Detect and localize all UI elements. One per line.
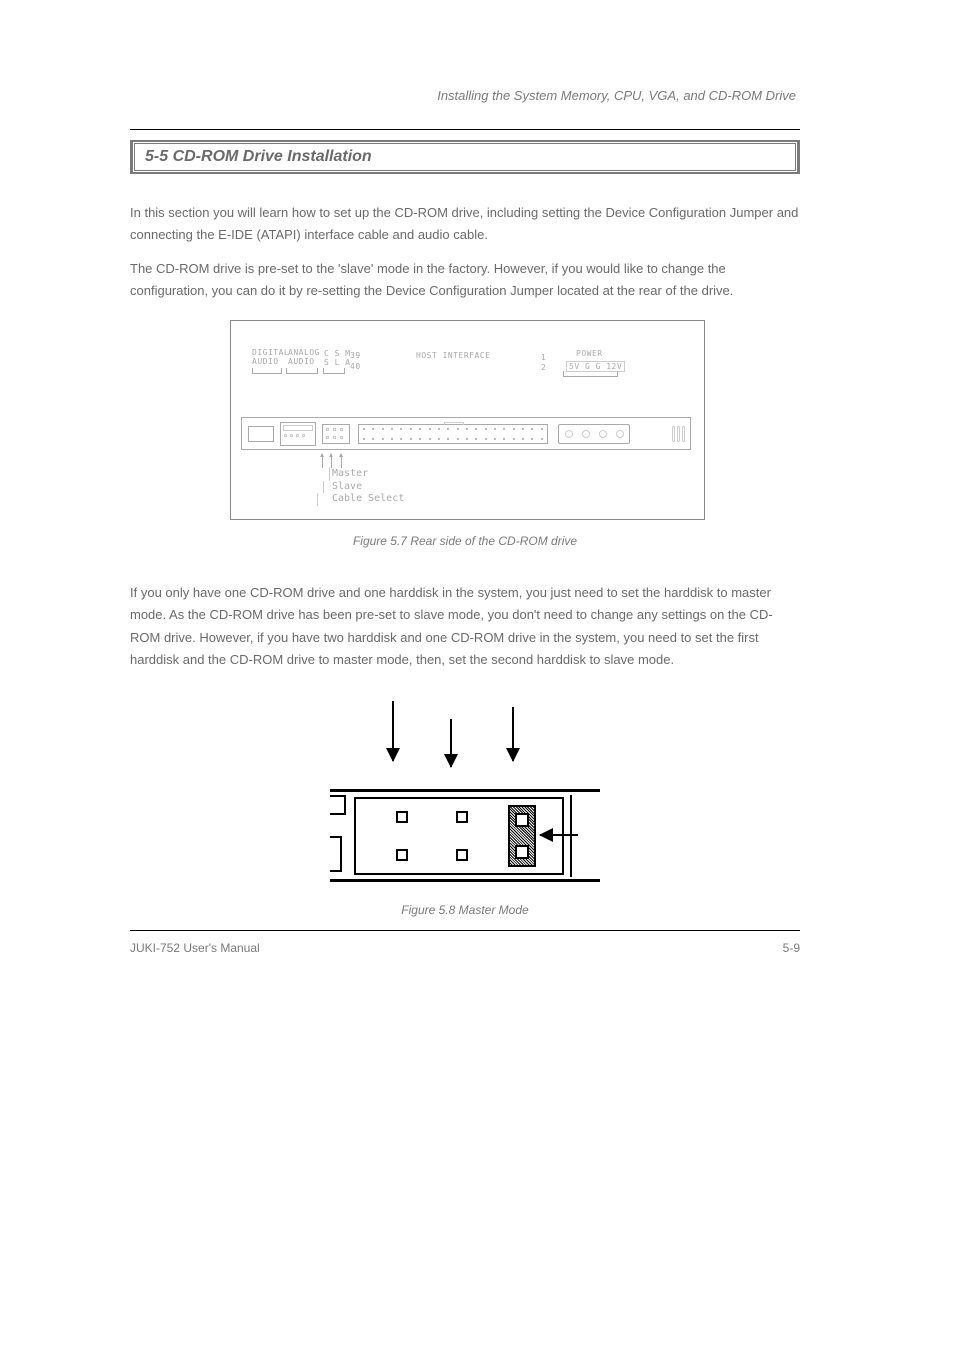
- label-pin39: 39: [350, 351, 361, 360]
- bracket-power: [563, 371, 618, 377]
- figure-5-7-caption: Figure 5.7 Rear side of the CD-ROM drive: [130, 534, 800, 548]
- label-sla: S L A: [324, 358, 351, 367]
- page-footer: JUKI-752 User's Manual 5-9: [130, 930, 800, 955]
- label-analog-audio: ANALOGAUDIO: [288, 349, 320, 367]
- paragraph-1: In this section you will learn how to se…: [130, 202, 800, 246]
- digital-audio-connector: [248, 426, 274, 442]
- section-heading: 5-5 CD-ROM Drive Installation: [145, 148, 785, 166]
- label-slave: Slave: [323, 481, 404, 494]
- paragraph-2: The CD-ROM drive is pre-set to the 'slav…: [130, 258, 800, 302]
- page-header: Installing the System Memory, CPU, VGA, …: [130, 70, 800, 130]
- right-clip: [672, 426, 686, 442]
- label-cable-select: Cable Select: [317, 493, 404, 506]
- pin-cs-top: [396, 811, 408, 823]
- label-csm: C S M: [324, 349, 351, 358]
- diagram-rear-panel: DIGITALAUDIO ANALOGAUDIO C S M S L A 39 …: [230, 320, 705, 520]
- panel-edge-bottom: [330, 879, 600, 882]
- rear-panel-outline: [241, 417, 691, 450]
- arrow-slave: [450, 719, 452, 767]
- panel-edge-top: [330, 789, 600, 792]
- jumper-block: [322, 424, 350, 444]
- pin-slave-top: [456, 811, 468, 823]
- paragraph-3: If you only have one CD-ROM drive and on…: [130, 582, 800, 670]
- diagram-master-mode: [330, 701, 600, 891]
- left-notch-2: [330, 836, 342, 872]
- pin-slave-bottom: [456, 849, 468, 861]
- footer-page-number: 5-9: [783, 941, 800, 955]
- label-digital-audio: DIGITALAUDIO: [252, 349, 289, 367]
- analog-audio-connector: [280, 422, 316, 446]
- footer-manual-name: JUKI-752 User's Manual: [130, 941, 260, 955]
- pin-cs-bottom: [396, 849, 408, 861]
- master-pointer-arrow: [540, 834, 578, 836]
- bracket-jumper: [323, 368, 345, 374]
- host-interface-connector: [358, 424, 548, 444]
- label-pin2: 2: [541, 363, 546, 372]
- arrow-master: [512, 707, 514, 761]
- header-title: Installing the System Memory, CPU, VGA, …: [130, 70, 800, 103]
- bracket-analog: [286, 368, 318, 374]
- label-host-interface: HOST INTERFACE: [416, 351, 490, 360]
- jumper-master-on: [508, 805, 536, 867]
- label-power: POWER: [576, 349, 603, 358]
- bracket-digital: [252, 368, 282, 374]
- label-master: Master: [329, 468, 404, 481]
- right-stub: [570, 795, 600, 877]
- jumper-block-large: [354, 797, 564, 875]
- label-pin40: 40: [350, 362, 361, 371]
- power-connector: [558, 424, 630, 444]
- arrow-cable-select: [392, 701, 394, 761]
- label-pin1: 1: [541, 353, 546, 362]
- figure-5-8-caption: Figure 5.8 Master Mode: [130, 903, 800, 917]
- jumper-labels: Master Slave Cable Select: [329, 468, 404, 506]
- section-heading-box: 5-5 CD-ROM Drive Installation: [130, 140, 800, 174]
- left-notch-1: [330, 795, 346, 815]
